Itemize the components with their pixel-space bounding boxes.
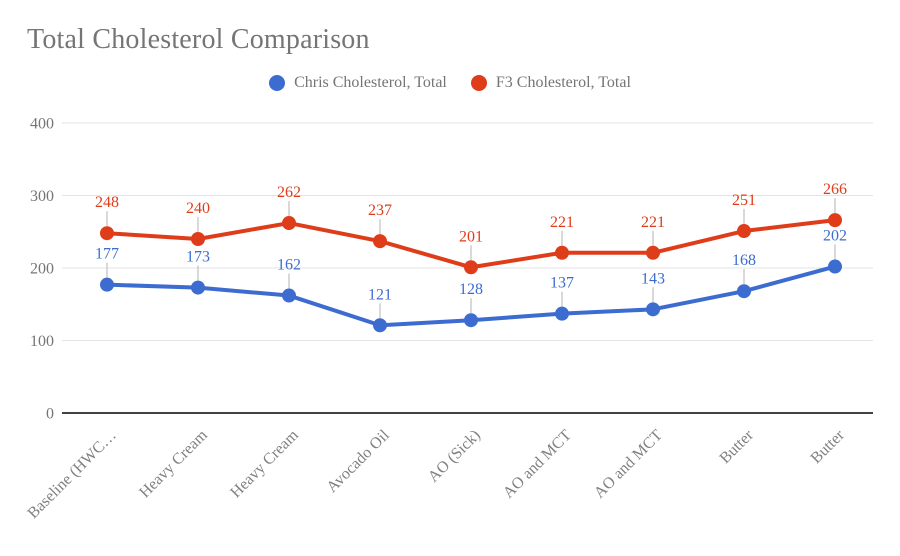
y-axis-label: 300 — [30, 188, 54, 205]
value-label: 248 — [95, 194, 119, 211]
legend-item-chris[interactable]: Chris Cholesterol, Total — [269, 74, 447, 92]
data-point-series1-8[interactable] — [828, 213, 842, 228]
data-point-series1-4[interactable] — [464, 260, 478, 275]
value-label: 201 — [459, 228, 483, 245]
value-label: 266 — [823, 181, 847, 198]
x-axis-label: Butter — [717, 426, 758, 467]
value-label: 128 — [459, 281, 483, 298]
data-point-series0-6[interactable] — [646, 302, 660, 317]
value-label: 137 — [550, 275, 574, 292]
legend-label-f3: F3 Cholesterol, Total — [495, 74, 631, 91]
data-point-series1-0[interactable] — [100, 226, 114, 241]
value-label: 221 — [550, 214, 574, 231]
data-point-series1-1[interactable] — [191, 232, 205, 246]
legend-swatch-blue-icon — [269, 75, 286, 91]
data-point-series0-8[interactable] — [828, 259, 842, 274]
value-label: 240 — [186, 200, 210, 217]
legend-label-chris: Chris Cholesterol, Total — [294, 74, 447, 91]
x-axis-label: Butter — [808, 426, 849, 467]
value-label: 143 — [641, 270, 665, 287]
data-point-series0-2[interactable] — [282, 288, 296, 303]
legend-item-f3[interactable]: F3 Cholesterol, Total — [470, 74, 631, 92]
chart-title: Total Cholesterol Comparison — [27, 24, 370, 55]
data-point-series1-6[interactable] — [646, 245, 660, 260]
value-label: 173 — [186, 249, 210, 266]
value-label: 262 — [277, 184, 301, 201]
data-point-series0-0[interactable] — [100, 277, 114, 292]
data-point-series1-5[interactable] — [555, 245, 569, 260]
x-axis-label: Avocado Oil — [324, 426, 394, 496]
x-axis-label: Heavy Cream — [136, 426, 211, 501]
value-label: 168 — [732, 252, 756, 269]
y-axis-label: 0 — [46, 406, 54, 423]
y-axis-label: 400 — [30, 116, 54, 133]
chart-legend: Chris Cholesterol, Total F3 Cholesterol,… — [0, 74, 900, 92]
value-label: 177 — [95, 246, 119, 263]
x-axis-label: AO (Sick) — [425, 427, 484, 486]
data-point-series1-3[interactable] — [373, 234, 387, 249]
x-axis-label: AO and MCT — [500, 427, 575, 502]
x-axis-label: AO and MCT — [591, 427, 666, 502]
legend-swatch-red-icon — [470, 75, 487, 91]
x-axis-label: Baseline (HWC… — [25, 427, 120, 522]
data-point-series0-3[interactable] — [373, 318, 387, 333]
data-point-series1-7[interactable] — [737, 224, 751, 239]
data-point-series0-7[interactable] — [737, 284, 751, 299]
value-label: 237 — [368, 202, 392, 219]
x-axis-label: Heavy Cream — [227, 426, 302, 501]
y-axis-label: 200 — [30, 261, 54, 278]
value-label: 162 — [277, 257, 301, 274]
y-axis-label: 100 — [30, 333, 54, 350]
value-label: 221 — [641, 214, 665, 231]
value-label: 251 — [732, 192, 756, 209]
data-point-series1-2[interactable] — [282, 216, 296, 231]
data-point-series0-1[interactable] — [191, 280, 205, 295]
data-point-series0-5[interactable] — [555, 306, 569, 321]
data-point-series0-4[interactable] — [464, 313, 478, 328]
value-label: 202 — [823, 228, 847, 245]
value-label: 121 — [368, 286, 392, 303]
